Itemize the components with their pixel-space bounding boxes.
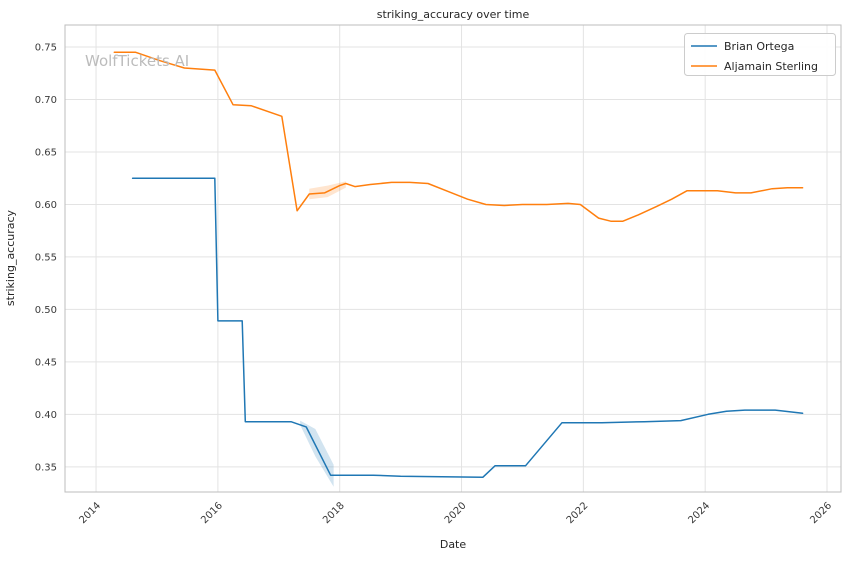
axes-spines [64, 24, 842, 493]
legend: Brian Ortega Aljamain Sterling [684, 33, 836, 76]
plot-area [65, 25, 841, 492]
y-tick-label: 0.50 [35, 305, 57, 316]
x-tick-label: 2014 [77, 500, 103, 526]
legend-box [684, 33, 836, 76]
y-tick-label: 0.35 [35, 462, 57, 473]
series-line [113, 51, 804, 222]
x-tick-label: 2016 [199, 500, 225, 526]
confidence-bands [300, 181, 346, 487]
x-axis-label: Date [440, 538, 467, 551]
confidence-band [300, 420, 334, 487]
legend-label-aljamain-sterling: Aljamain Sterling [724, 60, 818, 73]
series-line [131, 177, 804, 479]
x-tick-label: 2018 [321, 500, 347, 526]
data-series-lines [113, 51, 804, 479]
grid-lines [65, 25, 841, 492]
y-axis-tick-labels: 0.35 0.40 0.45 0.50 0.55 0.60 0.65 0.70 0.75 [35, 43, 57, 474]
x-axis-tick-labels: 2014 2016 2018 2020 2022 2024 2026 [77, 500, 834, 526]
x-tick-label: 2026 [808, 500, 834, 526]
y-tick-label: 0.55 [35, 252, 57, 263]
y-axis-label: striking_accuracy [4, 209, 17, 306]
legend-label-brian-ortega: Brian Ortega [724, 40, 794, 53]
chart-title: striking_accuracy over time [377, 8, 530, 21]
x-tick-label: 2024 [687, 500, 713, 526]
y-tick-label: 0.60 [35, 200, 57, 211]
y-tick-label: 0.65 [35, 147, 57, 158]
confidence-band [309, 181, 346, 200]
y-tick-label: 0.40 [35, 410, 57, 421]
watermark: WolfTickets AI [85, 52, 189, 70]
y-tick-label: 0.45 [35, 357, 57, 368]
x-tick-label: 2022 [565, 500, 591, 526]
x-tick-label: 2020 [443, 500, 469, 526]
y-tick-label: 0.70 [35, 95, 57, 106]
y-tick-label: 0.75 [35, 43, 57, 54]
